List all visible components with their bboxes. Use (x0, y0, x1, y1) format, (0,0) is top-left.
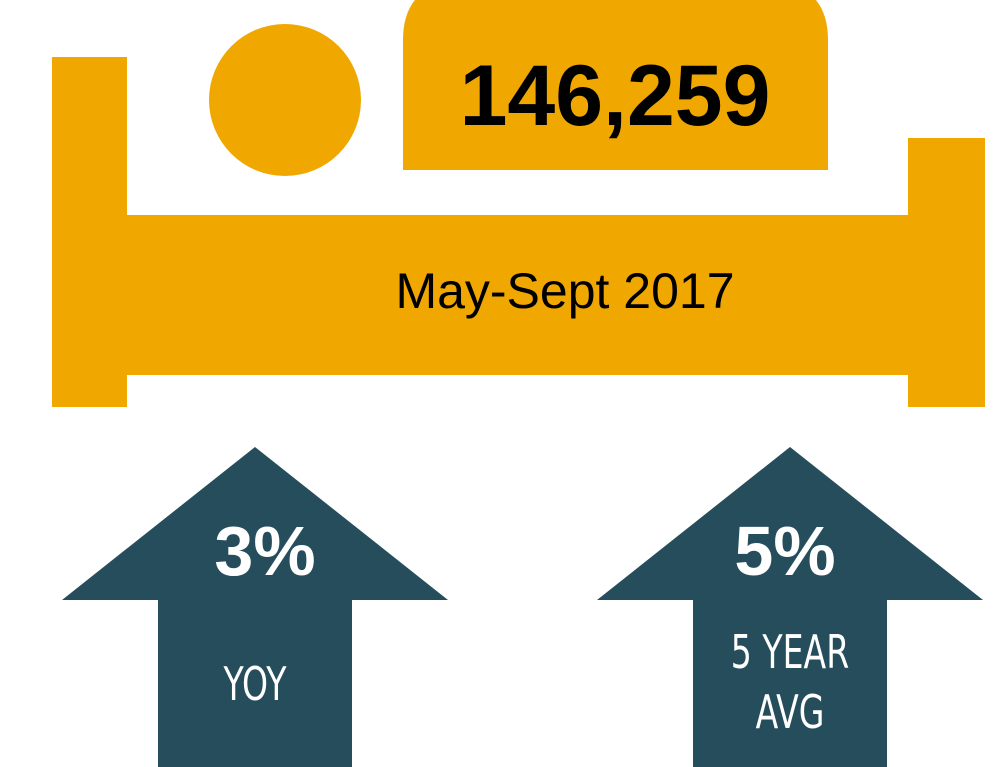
arrow-shape (597, 447, 983, 767)
stat-value: 3% (214, 512, 315, 590)
arrow-right (597, 447, 983, 767)
stat-label: AVG (756, 687, 825, 740)
arrow-shape (62, 447, 448, 767)
stat-label-group: YOY (223, 659, 287, 712)
headline-value: 146,259 (460, 48, 771, 144)
bed-icon (52, 0, 985, 407)
stat-label: YOY (223, 659, 287, 712)
bed-pillow (209, 24, 361, 176)
stat-label-group: 5 YEAR AVG (731, 627, 849, 740)
stat-value: 5% (734, 512, 835, 590)
arrow-left (62, 447, 448, 767)
stat-label: 5 YEAR (731, 627, 849, 680)
bed-body (403, 0, 828, 170)
headline-period: May-Sept 2017 (395, 263, 734, 319)
bed-mattress (52, 215, 985, 375)
